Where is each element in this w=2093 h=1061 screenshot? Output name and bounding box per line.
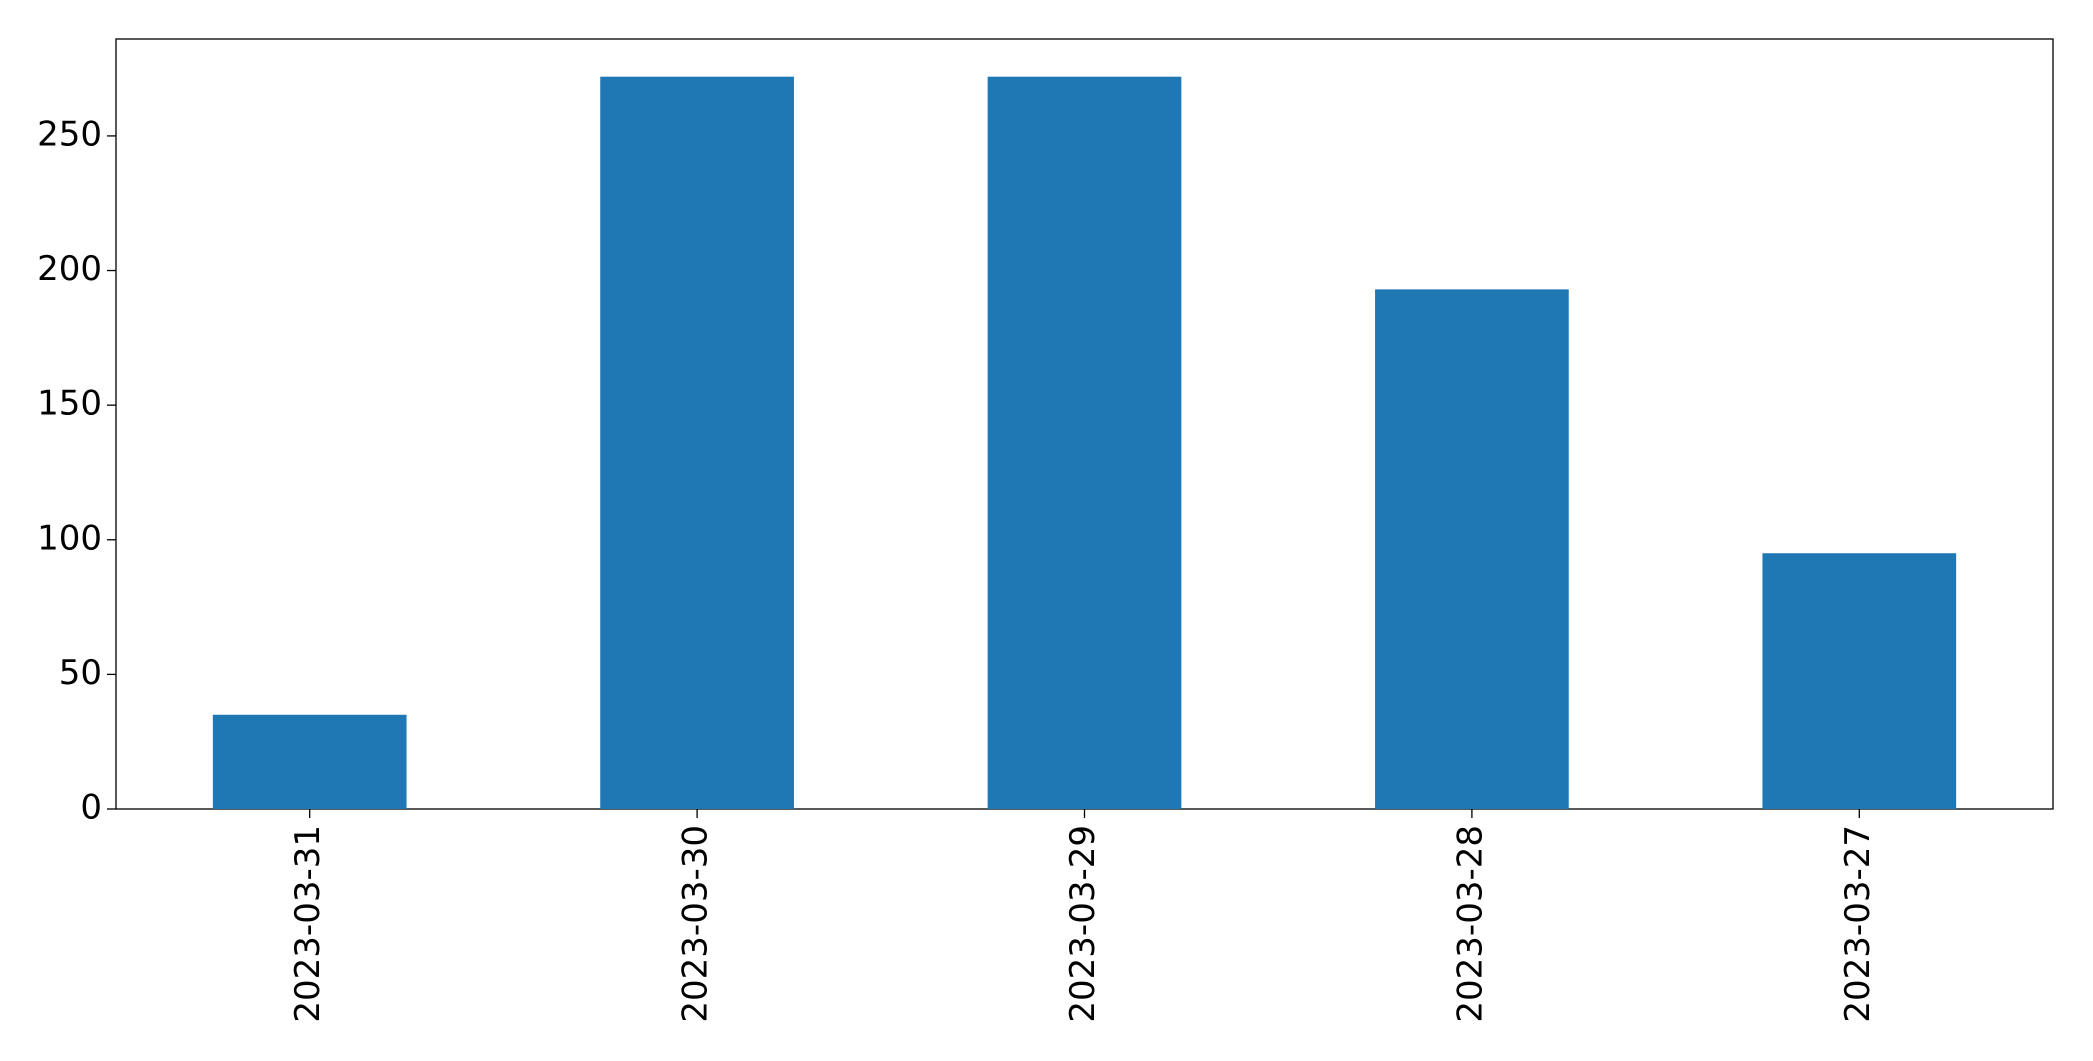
y-tick-label: 50 <box>59 653 102 693</box>
y-tick-label: 100 <box>37 518 102 558</box>
y-tick-label: 150 <box>37 384 102 424</box>
y-tick-label: 250 <box>37 114 102 154</box>
bar <box>1762 553 1957 809</box>
x-tick-label: 2023-03-27 <box>1838 825 1878 1023</box>
bar <box>987 76 1182 809</box>
x-tick-label: 2023-03-30 <box>676 825 716 1023</box>
x-tick-label: 2023-03-28 <box>1450 825 1490 1023</box>
bar <box>212 714 407 809</box>
y-tick-label: 0 <box>80 788 102 828</box>
y-tick-label: 200 <box>37 249 102 289</box>
x-tick-label: 2023-03-29 <box>1063 825 1103 1023</box>
x-tick-label: 2023-03-31 <box>288 825 328 1023</box>
bar <box>600 76 794 809</box>
bar <box>1375 289 1569 809</box>
